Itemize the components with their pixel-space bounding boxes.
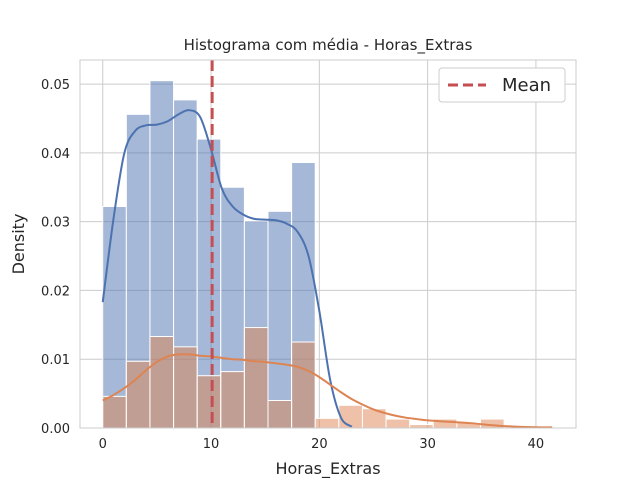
y-tick-label: 0.00 bbox=[41, 422, 70, 437]
histogram-bar-series-1 bbox=[243, 327, 269, 429]
x-tick-label: 0 bbox=[99, 437, 107, 452]
kde-curve-series-1 bbox=[102, 353, 553, 429]
kde-curve-series-0 bbox=[101, 109, 353, 428]
histogram-bar-series-1 bbox=[149, 336, 175, 429]
histogram-bar-series-1 bbox=[409, 424, 434, 429]
plot-frame bbox=[79, 59, 577, 429]
y-axis-label: Density bbox=[9, 214, 28, 275]
plot-area bbox=[79, 59, 577, 429]
histogram-bar-series-1 bbox=[267, 399, 293, 429]
y-tick-label: 0.04 bbox=[41, 147, 70, 162]
kde-curves bbox=[101, 109, 553, 429]
histogram-bar-series-1 bbox=[125, 360, 151, 429]
histogram-bar-series-1 bbox=[291, 341, 316, 429]
x-tick-label: 30 bbox=[419, 437, 436, 452]
y-tick-label: 0.02 bbox=[41, 284, 70, 299]
histogram-bar-series-1 bbox=[102, 395, 127, 429]
histogram-bar-series-1 bbox=[338, 404, 363, 429]
chart-title: Histograma com média - Horas_Extras bbox=[184, 36, 473, 55]
x-axis-label: Horas_Extras bbox=[275, 459, 380, 479]
x-tick-label: 10 bbox=[203, 437, 220, 452]
histogram-bar-series-1 bbox=[385, 418, 411, 429]
x-tick-label: 20 bbox=[311, 437, 328, 452]
histogram-bar-series-1 bbox=[220, 371, 245, 429]
x-tick-label: 40 bbox=[528, 437, 545, 452]
legend: Mean bbox=[438, 67, 566, 103]
histogram-bar-series-0 bbox=[267, 210, 293, 429]
y-tick-label: 0.03 bbox=[41, 216, 70, 231]
histogram-bar-series-1 bbox=[173, 346, 198, 429]
histogram-bar-series-1 bbox=[196, 375, 222, 429]
x-axis-ticks: 0 10 20 30 40 bbox=[99, 437, 545, 452]
legend-mean-label: Mean bbox=[502, 75, 551, 96]
histogram-bar-series-1 bbox=[314, 417, 340, 429]
y-tick-label: 0.05 bbox=[41, 78, 70, 93]
legend-box bbox=[438, 67, 566, 103]
y-tick-label: 0.01 bbox=[41, 353, 70, 368]
y-axis-ticks: 0.00 0.01 0.02 0.03 0.04 0.05 bbox=[41, 78, 70, 437]
